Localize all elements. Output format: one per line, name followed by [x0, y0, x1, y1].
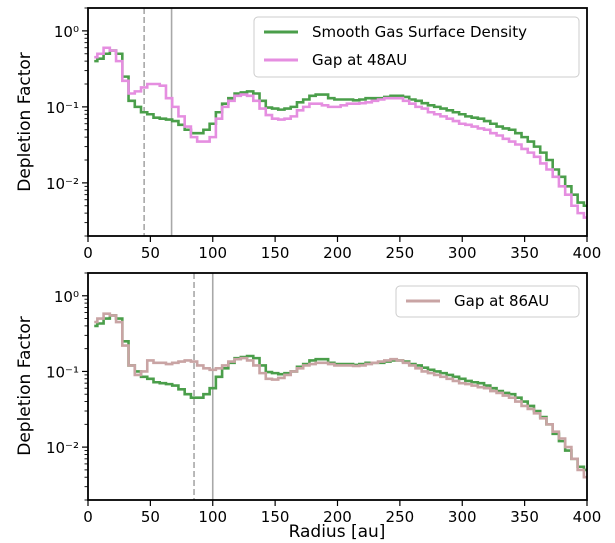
x-tick-label: 0 [83, 508, 93, 526]
series-line-gap-at-86au [94, 312, 587, 479]
x-tick-label: 250 [386, 508, 415, 526]
x-tick-label: 200 [323, 244, 352, 262]
bottom-ylabel: Depletion Factor [15, 316, 35, 456]
x-tick-label: 250 [386, 244, 415, 262]
y-tick-label: 10⁰ [54, 288, 79, 306]
series-line-gap-at-48au [94, 46, 587, 219]
y-tick-label: 10⁻¹ [46, 363, 79, 381]
x-tick-label: 200 [323, 508, 352, 526]
y-tick-label: 10⁻² [46, 175, 79, 193]
x-tick-label: 100 [198, 244, 227, 262]
x-tick-label: 350 [510, 244, 539, 262]
plot-area [94, 273, 587, 500]
x-tick-label: 400 [573, 508, 602, 526]
x-tick-label: 0 [83, 244, 93, 262]
x-tick-label: 150 [261, 508, 290, 526]
x-axis-label: Radius [au] [289, 522, 386, 542]
y-tick-label: 10⁻¹ [46, 99, 79, 117]
x-tick-label: 50 [141, 508, 160, 526]
x-tick-label: 400 [573, 244, 602, 262]
bottom-panel: Depletion Factor Radius [au] 0 50 100 150 20… [15, 272, 602, 542]
legend: Smooth Gas Surface Density Gap at 48AU [253, 16, 580, 78]
series-line-smooth-reference [94, 314, 587, 472]
x-tick-label: 350 [510, 508, 539, 526]
x-tick-label: 300 [448, 508, 477, 526]
legend-box [253, 16, 580, 78]
legend-box [395, 285, 580, 318]
legend-label: Smooth Gas Surface Density [312, 23, 527, 41]
plot-area [94, 8, 587, 236]
y-tick-label: 10⁰ [54, 23, 79, 41]
top-ylabel: Depletion Factor [15, 52, 35, 192]
x-tick-label: 100 [198, 508, 227, 526]
x-tick-label: 150 [261, 244, 290, 262]
y-tick-label: 10⁻² [46, 439, 79, 457]
legend-label: Gap at 48AU [312, 51, 407, 69]
top-panel: Depletion Factor 0 50 100 150 200 250 300 350 40… [15, 7, 602, 262]
legend: Gap at 86AU [395, 285, 580, 318]
x-tick-label: 50 [141, 244, 160, 262]
series-line-smooth-gas-surface-density [94, 49, 587, 208]
x-tick-label: 300 [448, 244, 477, 262]
legend-label: Gap at 86AU [454, 292, 549, 310]
